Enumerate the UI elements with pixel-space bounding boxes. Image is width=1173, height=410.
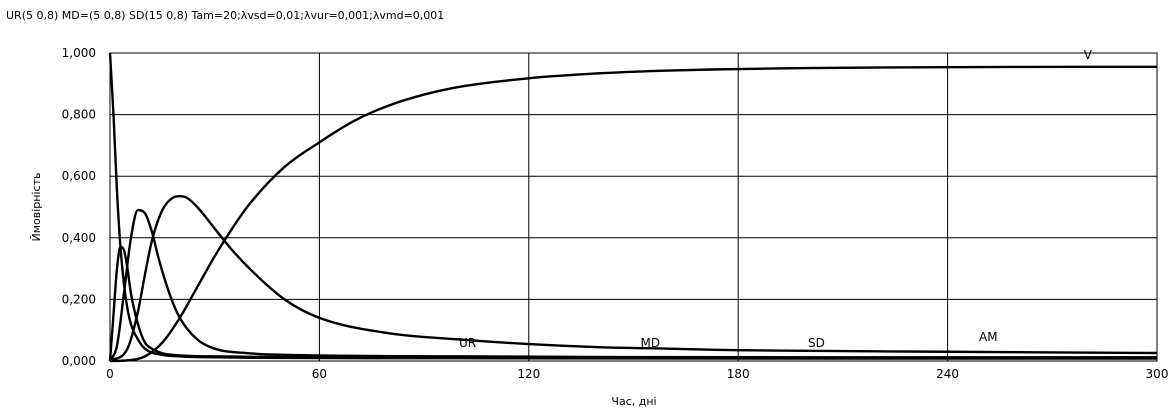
y-tick-label: 0,800: [62, 108, 96, 122]
x-tick-label: 60: [312, 367, 327, 381]
series-line-md: [108, 208, 1157, 362]
x-tick-label: 240: [936, 367, 959, 381]
series-labels: V UR MD SD AM: [459, 48, 1093, 350]
series-lines: [108, 52, 1158, 363]
plot-frame: [109, 52, 1158, 362]
y-tick-label: 1,000: [62, 46, 96, 60]
series-line-ur: [108, 245, 1157, 362]
series-line-v: [109, 65, 1157, 363]
series-label-ur: UR: [459, 336, 476, 350]
series-label-md: MD: [640, 336, 660, 350]
chart-grid: [110, 53, 1157, 361]
series-line-sd: [109, 195, 1158, 363]
x-axis-ticks: 0 60 120 180 240 300: [106, 367, 1168, 381]
y-tick-label: 0,600: [62, 169, 96, 183]
series-label-v: V: [1084, 48, 1093, 62]
x-tick-label: 180: [727, 367, 750, 381]
x-tick-label: 300: [1146, 367, 1169, 381]
series-label-sd: SD: [808, 336, 825, 350]
y-axis-label: Ймовірність: [30, 173, 43, 242]
chart-title: UR(5 0,8) MD=(5 0,8) SD(15 0,8) Tam=20;λ…: [6, 9, 445, 22]
series-line-am: [108, 52, 1157, 360]
y-tick-label: 0,000: [62, 354, 96, 368]
x-tick-label: 120: [517, 367, 540, 381]
x-axis-label: Час, дні: [611, 395, 656, 408]
y-tick-label: 0,400: [62, 231, 96, 245]
x-tick-label: 0: [106, 367, 114, 381]
series-label-am: AM: [979, 330, 998, 344]
y-tick-label: 0,200: [62, 292, 96, 306]
y-axis-ticks: 0,000 0,200 0,400 0,600 0,800 1,000: [62, 46, 96, 368]
